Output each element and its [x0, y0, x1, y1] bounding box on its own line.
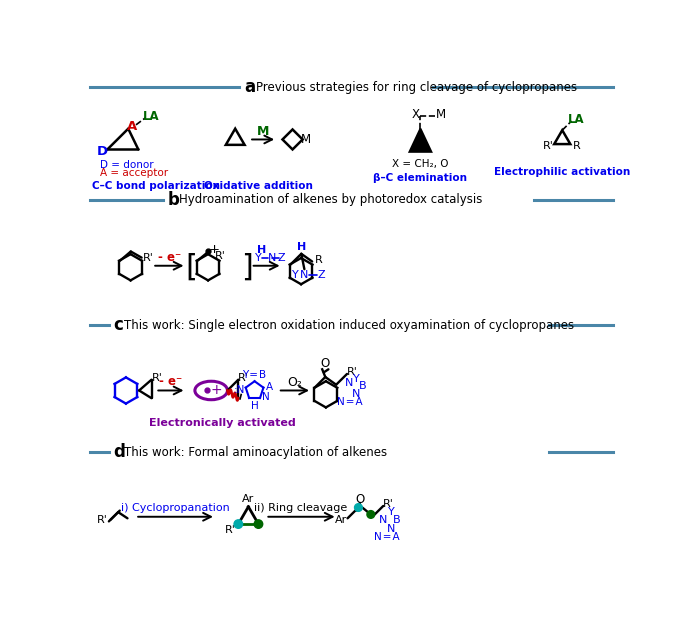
Text: Y: Y: [255, 253, 262, 263]
Text: R: R: [573, 141, 580, 151]
Text: N: N: [352, 389, 360, 399]
Text: d: d: [113, 443, 125, 461]
Text: N = A: N = A: [373, 532, 399, 542]
Text: Hydroamination of alkenes by photoredox catalysis: Hydroamination of alkenes by photoredox …: [179, 193, 482, 206]
Text: [: [: [185, 252, 197, 282]
Text: β–C elemination: β–C elemination: [373, 173, 467, 183]
Text: R': R': [143, 252, 154, 263]
Text: D = donor: D = donor: [99, 160, 153, 170]
Text: A: A: [266, 382, 273, 392]
Text: b: b: [168, 191, 179, 209]
Text: R': R': [382, 499, 393, 509]
Text: N: N: [379, 515, 388, 525]
Text: N = A: N = A: [337, 397, 363, 406]
Text: +: +: [209, 243, 220, 256]
Text: M: M: [257, 125, 269, 138]
Text: :N: :N: [234, 385, 245, 396]
Text: Z: Z: [278, 253, 286, 263]
Text: LA: LA: [142, 110, 159, 123]
Text: N: N: [268, 253, 276, 263]
Text: R': R': [151, 373, 162, 383]
Text: N: N: [387, 524, 395, 534]
Text: X = CH₂, O: X = CH₂, O: [393, 159, 449, 169]
Text: Y = B: Y = B: [242, 370, 266, 380]
Text: M: M: [301, 133, 311, 146]
Text: +: +: [210, 384, 222, 398]
Text: R: R: [314, 255, 322, 265]
Text: N: N: [262, 392, 270, 402]
Text: Ar: Ar: [335, 515, 347, 525]
Text: c: c: [113, 316, 123, 334]
Text: A = acceptor: A = acceptor: [99, 169, 168, 178]
Text: - e⁻: - e⁻: [159, 375, 182, 388]
Circle shape: [234, 520, 242, 529]
Text: H: H: [257, 245, 266, 255]
Text: R': R': [215, 251, 226, 261]
Text: Y: Y: [353, 373, 360, 384]
Polygon shape: [410, 128, 432, 152]
Text: Previous strategies for ring cleavage of cyclopropanes: Previous strategies for ring cleavage of…: [256, 81, 577, 93]
Text: O: O: [321, 357, 330, 370]
Text: B: B: [359, 381, 366, 391]
Text: N: N: [300, 270, 308, 280]
Text: R': R': [238, 373, 249, 383]
Text: D: D: [97, 144, 108, 158]
Text: - e⁻: - e⁻: [158, 251, 181, 264]
Text: LA: LA: [568, 113, 584, 126]
Circle shape: [367, 511, 375, 518]
Text: Y: Y: [388, 507, 395, 517]
Text: A: A: [127, 120, 137, 133]
Text: Oxidative addition: Oxidative addition: [204, 181, 313, 191]
Text: Y: Y: [292, 270, 299, 280]
Text: X: X: [412, 108, 420, 121]
Text: R': R': [347, 368, 358, 377]
Text: H: H: [251, 401, 258, 411]
Text: a: a: [245, 78, 256, 96]
Text: R': R': [225, 525, 236, 536]
Circle shape: [254, 520, 263, 529]
Text: Z: Z: [318, 270, 325, 280]
Text: R': R': [543, 141, 553, 151]
Text: This work: Formal aminoacylation of alkenes: This work: Formal aminoacylation of alke…: [125, 446, 388, 459]
Text: R': R': [97, 515, 108, 525]
Text: C–C bond polarization: C–C bond polarization: [92, 181, 220, 191]
Text: B: B: [393, 515, 401, 525]
Text: M: M: [436, 108, 446, 121]
Text: Electrophilic activation: Electrophilic activation: [494, 167, 630, 177]
Text: H: H: [297, 242, 306, 252]
Text: This work: Single electron oxidation induced oxyamination of cyclopropanes: This work: Single electron oxidation ind…: [125, 319, 575, 331]
Text: i) Cyclopropanation: i) Cyclopropanation: [121, 502, 230, 513]
Circle shape: [355, 504, 362, 511]
Text: O₂: O₂: [288, 375, 302, 389]
Text: ii) Ring cleavage: ii) Ring cleavage: [254, 502, 348, 513]
Text: Electronically activated: Electronically activated: [149, 418, 296, 428]
Text: ]: ]: [241, 252, 253, 282]
Text: N: N: [345, 378, 353, 388]
Text: Ar: Ar: [242, 494, 255, 504]
Text: O: O: [356, 494, 364, 506]
